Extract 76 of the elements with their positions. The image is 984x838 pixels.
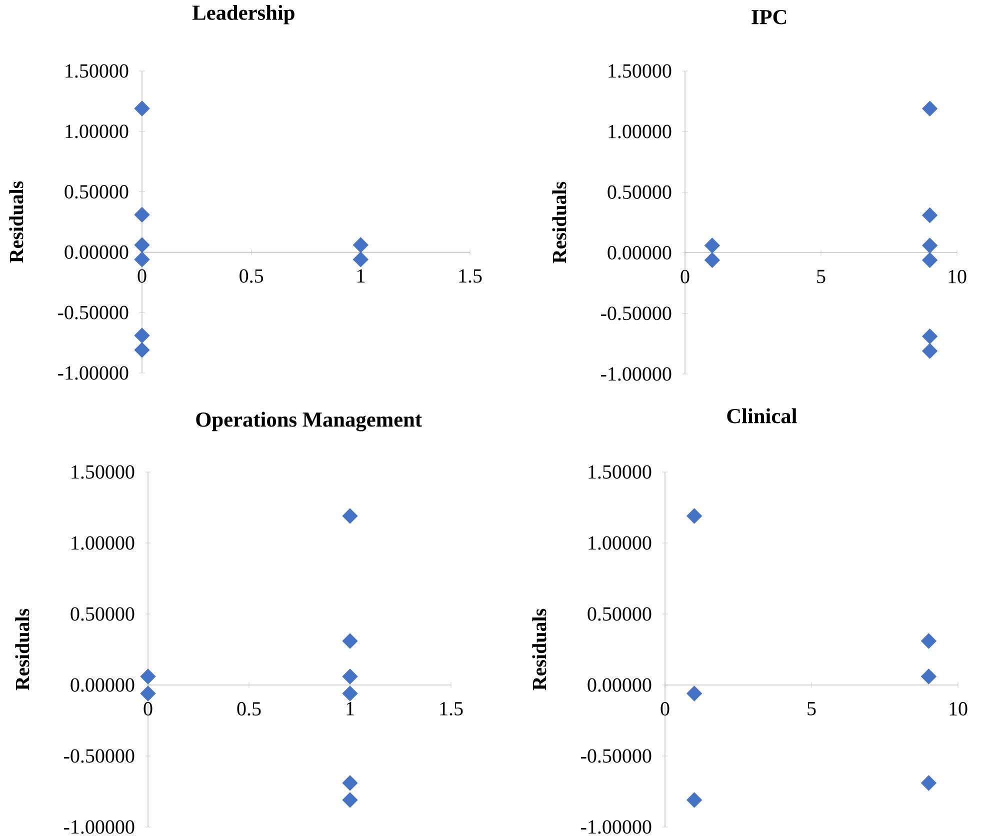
point — [704, 252, 720, 268]
point — [352, 252, 368, 268]
y-tick-label: 0.00000 — [608, 246, 672, 260]
point — [134, 100, 150, 116]
chart-title: IPC — [752, 10, 786, 24]
y-tick-label: 1.50000 — [72, 465, 134, 479]
point — [920, 775, 936, 791]
x-tick-label: 0 — [144, 702, 152, 716]
x-tick-label: 0 — [138, 269, 146, 283]
chart-title: Leadership — [192, 4, 294, 24]
point — [342, 668, 358, 684]
y-axis-title: Residuals — [532, 608, 546, 690]
y-tick-label: 1.50000 — [588, 465, 652, 479]
y-tick-label: 0.00000 — [588, 678, 652, 692]
y-tick-label: -1.00000 — [58, 366, 128, 380]
y-tick-label: 0.50000 — [588, 607, 652, 621]
y-tick-label: -0.50000 — [64, 749, 134, 763]
y-tick-label: -0.50000 — [601, 306, 672, 320]
x-tick-label: 1.5 — [459, 269, 482, 283]
y-tick-label: 0.50000 — [64, 184, 128, 198]
y-tick-label: 1.00000 — [588, 536, 652, 550]
y-axis-title: Residuals — [552, 182, 566, 264]
point — [922, 343, 938, 359]
x-tick-label: 0.5 — [237, 702, 261, 716]
point — [342, 792, 358, 808]
y-tick-label: -1.00000 — [64, 820, 134, 834]
point — [920, 668, 936, 684]
x-tick-label: 0 — [680, 270, 690, 284]
y-tick-label: 0.00000 — [64, 245, 128, 259]
x-tick-label: 5 — [808, 702, 816, 716]
point — [342, 686, 358, 702]
y-tick-label: 1.00000 — [66, 124, 128, 138]
point — [140, 686, 156, 702]
y-tick-label: -0.50000 — [58, 306, 128, 320]
x-tick-label: 0.5 — [240, 269, 264, 283]
y-axis-title: Residuals — [9, 181, 24, 263]
y-tick-label: 1.50000 — [66, 64, 128, 78]
x-tick-label: 5 — [817, 270, 826, 284]
point — [686, 686, 702, 702]
y-tick-label: 0.00000 — [70, 678, 134, 692]
point — [134, 342, 150, 358]
y-tick-label: 1.00000 — [72, 536, 134, 550]
point — [134, 252, 150, 268]
chart-title: Clinical — [727, 408, 797, 424]
chart-title: Operations Management — [196, 412, 422, 432]
point — [704, 238, 720, 254]
point — [134, 328, 150, 344]
point — [922, 328, 938, 344]
point — [140, 668, 156, 684]
point — [922, 207, 938, 223]
y-tick-label: -1.00000 — [601, 367, 672, 381]
x-tick-label: 1.5 — [440, 702, 463, 716]
point — [686, 792, 702, 808]
y-tick-label: -0.50000 — [581, 749, 652, 763]
point — [922, 100, 938, 116]
point — [342, 775, 358, 791]
point — [134, 206, 150, 222]
x-tick-label: 1 — [346, 702, 354, 716]
point — [134, 237, 150, 253]
point — [922, 252, 938, 268]
x-tick-label: 10 — [950, 702, 968, 716]
x-tick-label: 1 — [357, 269, 364, 282]
y-tick-label: -1.00000 — [581, 820, 652, 834]
y-tick-label: 0.50000 — [70, 607, 134, 621]
x-tick-label: 10 — [948, 270, 966, 284]
y-axis-title: Residuals — [15, 608, 30, 690]
point — [342, 633, 358, 649]
point — [352, 237, 368, 253]
y-tick-label: 1.00000 — [608, 124, 672, 138]
point — [920, 633, 936, 649]
x-tick-label: 0 — [660, 702, 670, 716]
point — [922, 238, 938, 254]
y-tick-label: 1.50000 — [608, 64, 672, 78]
point — [342, 508, 358, 524]
point — [686, 508, 702, 524]
y-tick-label: 0.50000 — [608, 185, 672, 199]
